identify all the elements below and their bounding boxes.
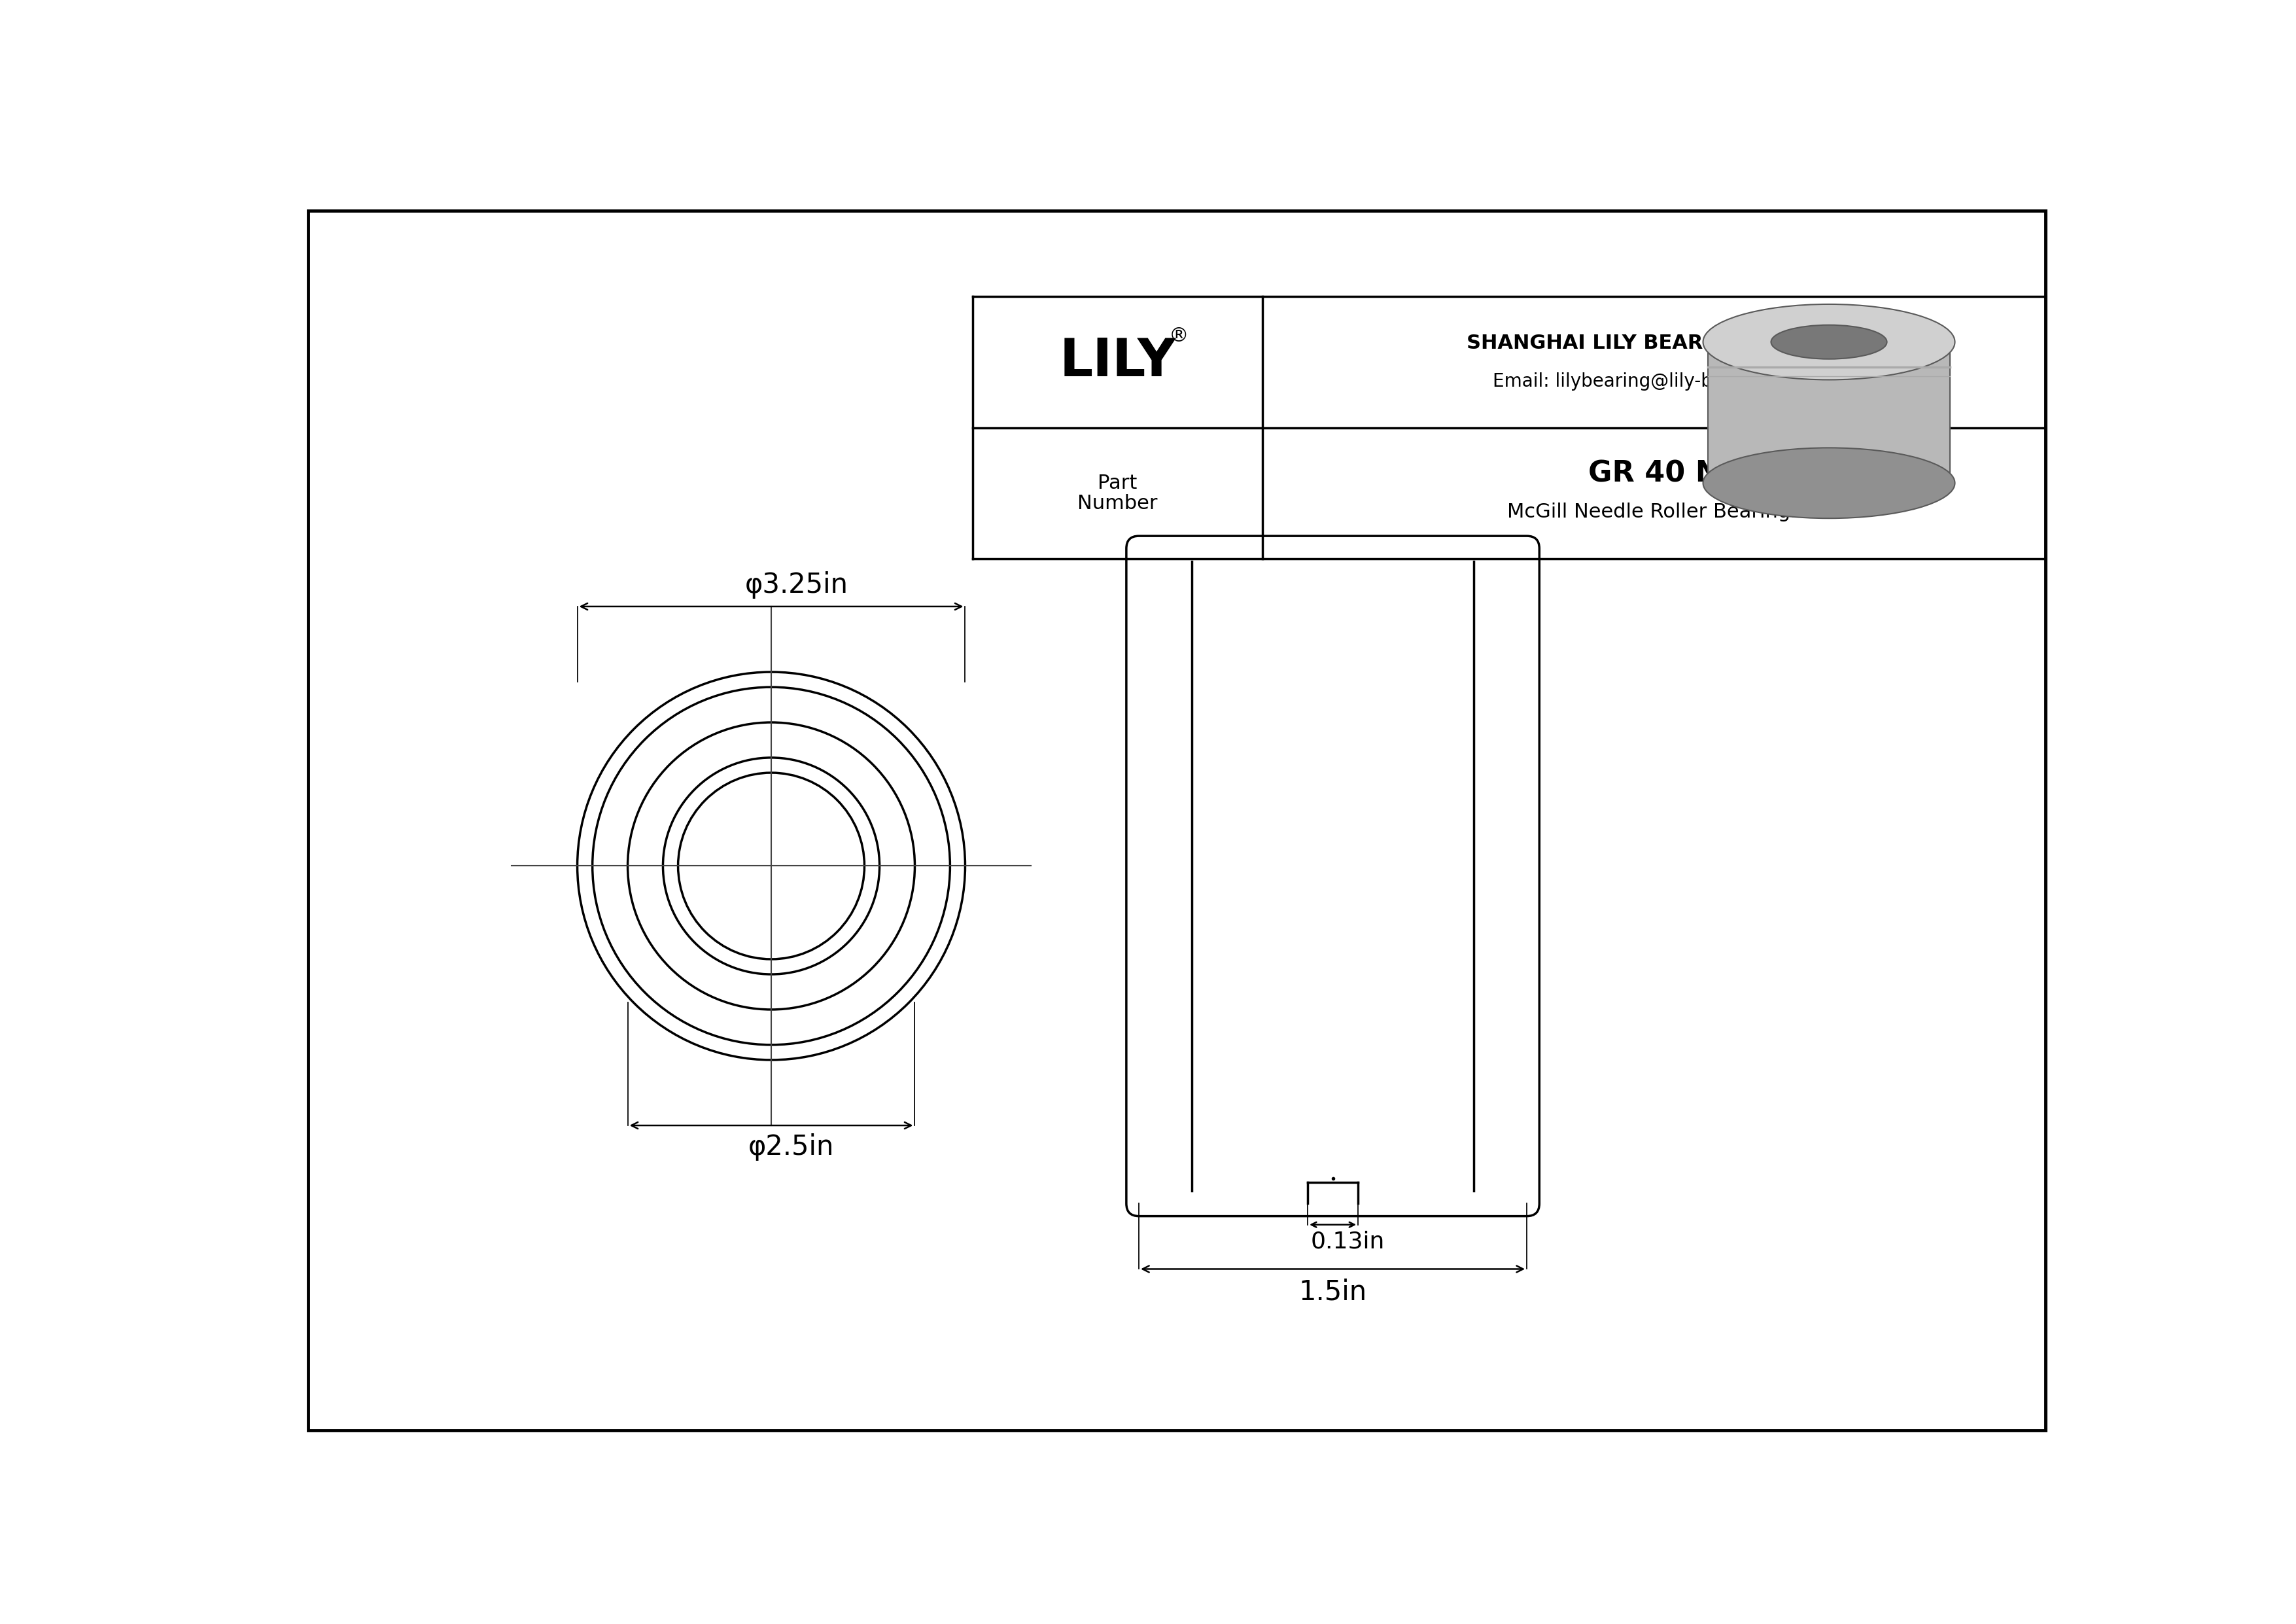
Bar bbox=[1708, 343, 1949, 482]
Ellipse shape bbox=[1704, 448, 1954, 518]
Text: Email: lilybearing@lily-bearing.com: Email: lilybearing@lily-bearing.com bbox=[1492, 372, 1816, 390]
Text: Part: Part bbox=[1097, 474, 1137, 492]
Ellipse shape bbox=[1770, 325, 1887, 359]
Text: SHANGHAI LILY BEARING LIMITED: SHANGHAI LILY BEARING LIMITED bbox=[1467, 333, 1841, 352]
Text: 1.5in: 1.5in bbox=[1300, 1278, 1366, 1306]
Text: φ2.5in: φ2.5in bbox=[748, 1134, 833, 1161]
Text: ®: ® bbox=[1169, 326, 1189, 346]
Text: LILY: LILY bbox=[1058, 336, 1176, 388]
Text: 0.13in: 0.13in bbox=[1311, 1231, 1384, 1254]
Text: Number: Number bbox=[1077, 494, 1157, 513]
Text: φ3.25in: φ3.25in bbox=[744, 572, 847, 599]
Ellipse shape bbox=[1704, 304, 1954, 380]
Text: GR 40 N: GR 40 N bbox=[1589, 460, 1720, 489]
Text: McGill Needle Roller Bearings: McGill Needle Roller Bearings bbox=[1506, 503, 1800, 521]
